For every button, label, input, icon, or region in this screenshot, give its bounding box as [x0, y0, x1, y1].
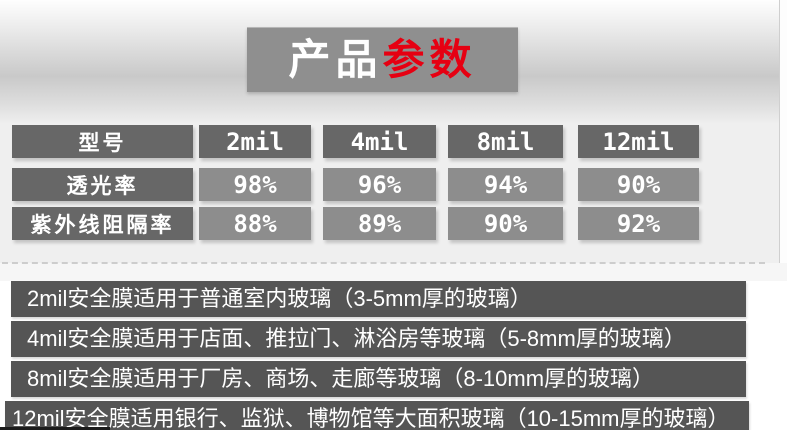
table-row-label-transmittance: 透光率 — [12, 168, 193, 201]
table-header-model: 型号 — [12, 125, 193, 158]
table-cell-transmittance-8mil: 94% — [448, 168, 563, 201]
usage-note-2mil: 2mil安全膜适用于普通室内玻璃（3-5mm厚的玻璃） — [11, 281, 746, 317]
page-title: 产品 参数 — [247, 27, 518, 92]
table-cell-uv-2mil: 88% — [199, 207, 311, 240]
divider-background-band — [0, 263, 787, 281]
table-cell-transmittance-4mil: 96% — [323, 168, 436, 201]
bottom-left-crop-line — [0, 427, 110, 430]
usage-note-12mil: 12mil安全膜适用银行、监狱、博物馆等大面积玻璃（10-15mm厚的玻璃） — [5, 401, 749, 430]
table-cell-uv-4mil: 89% — [323, 207, 436, 240]
table-header-2mil: 2mil — [199, 125, 311, 158]
table-cell-uv-12mil: 92% — [578, 207, 699, 240]
table-header-12mil: 12mil — [578, 125, 699, 158]
table-row-label-uv-block: 紫外线阻隔率 — [12, 207, 193, 240]
table-cell-uv-8mil: 90% — [448, 207, 563, 240]
table-header-4mil: 4mil — [323, 125, 436, 158]
page-title-white-part: 产品 — [288, 36, 383, 83]
usage-note-4mil: 4mil安全膜适用于店面、推拉门、淋浴房等玻璃（5-8mm厚的玻璃） — [11, 321, 746, 357]
page-right-edge-rule — [779, 0, 787, 263]
table-cell-transmittance-12mil: 90% — [578, 168, 699, 201]
page-title-red-part: 参数 — [382, 36, 477, 83]
table-header-8mil: 8mil — [448, 125, 563, 158]
dashed-divider — [2, 262, 765, 264]
table-cell-transmittance-2mil: 98% — [199, 168, 311, 201]
usage-note-8mil: 8mil安全膜适用于厂房、商场、走廊等玻璃（8-10mm厚的玻璃） — [11, 361, 746, 397]
